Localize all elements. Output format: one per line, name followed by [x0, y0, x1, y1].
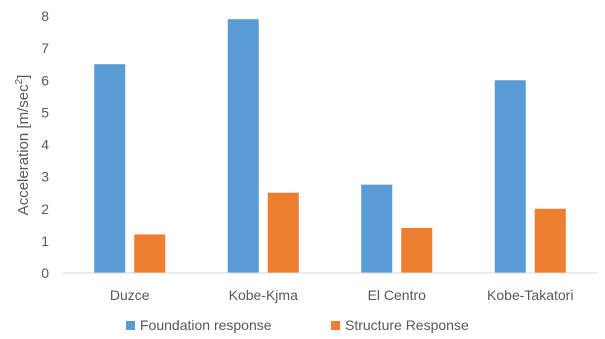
y-tick-label: 3: [41, 169, 49, 185]
legend-swatch-1: [331, 321, 340, 330]
bar-foundation-3: [494, 80, 526, 273]
y-tick-label: 2: [41, 201, 49, 217]
legend: Foundation response Structure Response: [126, 317, 469, 333]
y-tick-label: 6: [41, 72, 49, 88]
y-tick-label: 4: [41, 137, 49, 153]
x-tick-label: Duzce: [110, 287, 150, 303]
bar-foundation-2: [361, 184, 393, 273]
x-tick-label: Kobe-Takatori: [487, 287, 573, 303]
legend-swatch-0: [126, 321, 135, 330]
bar-foundation-0: [94, 64, 126, 273]
y-axis-label-superscript: 2: [14, 78, 25, 84]
bars-group: [94, 19, 566, 274]
y-tick-label: 1: [41, 233, 49, 249]
x-tick-label: Kobe-Kjma: [229, 287, 298, 303]
x-axis-ticks: Duzce Kobe-Kjma El Centro Kobe-Takatori: [110, 287, 574, 303]
y-tick-label: 7: [41, 40, 49, 56]
bar-structure-3: [534, 208, 566, 273]
y-tick-label: 5: [41, 104, 49, 120]
y-tick-label: 8: [41, 8, 49, 24]
y-axis-ticks: 0 1 2 3 4 5 6 7 8: [41, 8, 49, 281]
bar-foundation-1: [227, 19, 259, 274]
x-tick-label: El Centro: [368, 287, 427, 303]
legend-label-1: Structure Response: [345, 317, 469, 333]
y-axis-label: Acceleration [m/sec2]: [14, 75, 32, 216]
y-axis-label-main: Acceleration [m/sec: [15, 84, 32, 215]
y-axis-label-end: ]: [15, 75, 32, 79]
bar-structure-1: [267, 192, 299, 273]
bar-structure-2: [401, 228, 433, 273]
bar-structure-0: [134, 234, 166, 273]
legend-label-0: Foundation response: [140, 317, 272, 333]
y-tick-label: 0: [41, 265, 49, 281]
